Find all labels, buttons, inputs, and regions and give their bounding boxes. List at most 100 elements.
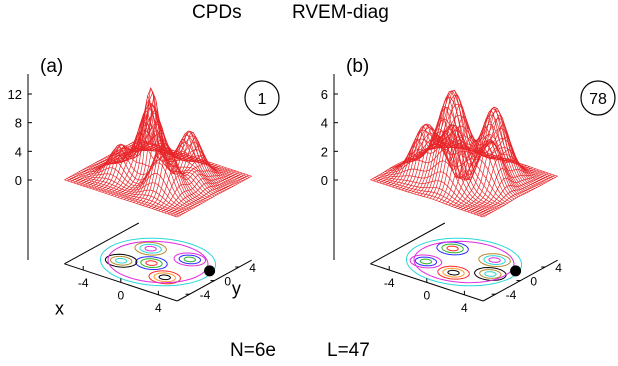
y-tick-label: -4 [200,288,211,302]
mesh-line-y [80,162,194,209]
contour-line [436,241,469,256]
contour-line [183,256,196,263]
panel-label: (b) [346,56,369,77]
contour-line [446,245,459,252]
contour-line [110,255,133,266]
axis-line-y-left [64,222,140,265]
footer-electrons: N=6e [230,340,276,361]
footer-angular-momentum: L=47 [327,340,370,361]
x-tick-label: 4 [461,301,468,315]
contour-line [107,240,209,284]
mesh-line-y [395,123,509,204]
x-tick-label: 0 [423,288,430,302]
mesh-line-y [440,140,554,179]
contour-line [99,237,217,287]
base-axes [64,222,252,302]
contour-line [135,256,168,270]
mesh-line-x [479,174,555,217]
contour-line [153,272,176,283]
mesh-line-y [107,129,221,194]
marker-dot [204,265,216,277]
mesh-line-y [380,171,494,212]
x-tick-label: -4 [78,276,89,290]
y-tick-label: 4 [555,261,562,275]
surface-mesh [370,89,558,218]
contour-line [419,258,432,265]
mesh-line-y [82,152,196,208]
contour-line [140,258,163,269]
mesh-line-y [372,178,486,217]
mesh-line-y [378,174,492,213]
mesh-line-y [134,140,248,179]
mesh-line-x [476,173,552,216]
mesh-line-y [70,176,184,214]
badge-number: 78 [589,91,607,108]
z-tick-label: 12 [8,87,22,102]
panel-label: (a) [40,56,63,77]
contour-line [173,252,206,267]
contour-line [437,265,470,280]
base-axes [370,222,558,302]
mesh-line-y [136,139,250,178]
z-tick-label: 0 [15,173,22,188]
contour-line [479,269,502,279]
contour-line [414,256,438,267]
z-tick-label: 8 [15,116,22,131]
panel-a: -4 0 4 4 0 -4 x y 12 8 4 0 (a) 1 [8,56,280,319]
y-tick-label: 0 [530,275,537,289]
mesh-line-y [442,139,556,178]
mesh-line-y [132,142,246,180]
contour-line [478,253,511,267]
contour-line [483,255,506,266]
mesh-line-y [428,125,542,186]
mesh-line-y [438,142,552,180]
mesh-line-y [417,90,531,192]
contour-plot [99,237,217,287]
marker-dot [510,265,522,277]
panel-b: -4 0 4 4 0 -4 6 4 2 0 (b) 78 [321,56,616,315]
y-tick-label: 0 [224,275,231,289]
mesh-line-y [415,96,529,193]
mesh-line-y [89,143,203,204]
x-tick-label: 4 [155,301,162,315]
contour-line [442,267,465,278]
z-tick-label: 0 [321,173,328,188]
contour-line [441,243,464,254]
mesh-line-y [444,138,558,177]
mesh-line-y [422,94,536,189]
badge-circle [580,80,616,116]
contour-line [114,257,128,264]
z-tick-label: 4 [15,144,22,159]
y-tick-label: 4 [249,261,256,275]
x-axis-label: x [55,299,64,319]
mesh-line-y [384,148,498,210]
z-tick-label: 2 [321,144,328,159]
title-method: RVEM-diag [292,2,389,23]
mesh-line-y [66,178,180,217]
mesh-line-y [64,179,178,218]
contour-line [134,241,167,256]
mesh-line-y [399,132,513,201]
mesh-line-y [370,179,484,218]
contour-line [447,269,460,276]
mesh-line-y [78,171,192,210]
contour-line [409,254,443,269]
mesh-line-y [76,172,190,211]
z-tick-label: 6 [321,87,328,102]
contour-line [148,270,182,285]
contour-line [413,240,515,284]
contour-line [104,253,138,268]
x-tick-label: 0 [117,288,124,302]
axis-line-y-left [370,222,446,265]
contour-line [145,260,158,266]
y-tick-label: -4 [506,288,517,302]
mesh-line-y [72,174,186,213]
surface-mesh [64,87,252,218]
mesh-line-y [117,113,232,188]
mesh-line-y [424,103,538,188]
contour-line [488,257,501,263]
contour-line [144,245,157,252]
contour-line [178,254,202,265]
mesh-line-y [128,144,242,183]
title-cpds: CPDs [192,2,242,23]
